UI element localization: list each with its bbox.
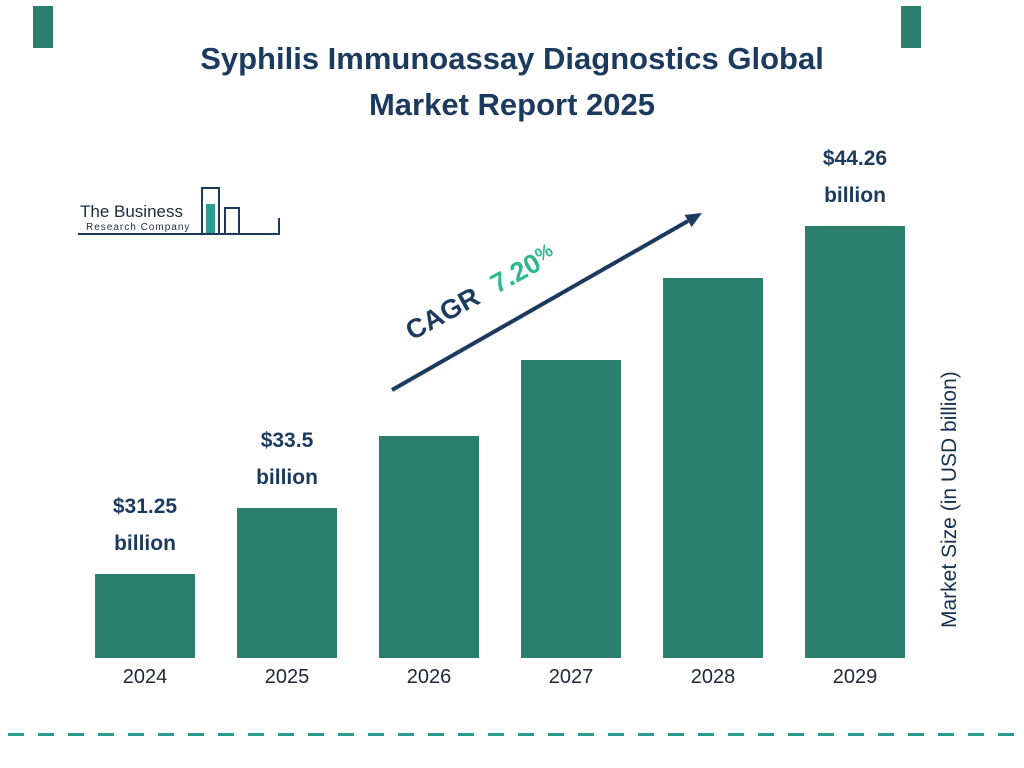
- bar-column-2024: $31.25 billion: [95, 140, 195, 658]
- bar-value-amount: $31.25: [112, 495, 178, 518]
- bar-2026: [379, 436, 479, 658]
- logo-bar-chart-icon: [78, 187, 280, 235]
- bar-chart: $31.25 billion $33.5 billion $44.26 bill…: [95, 140, 905, 658]
- page-title: Syphilis Immunoassay Diagnostics Global …: [0, 36, 1024, 128]
- bar-value-label-2029: $44.26 billion: [823, 140, 887, 214]
- bar-value-unit: billion: [256, 466, 318, 489]
- bar-value-unit: billion: [114, 532, 176, 555]
- bar-value-unit: billion: [824, 184, 886, 207]
- x-tick-2027: 2027: [548, 666, 594, 688]
- logo-text-line2: Research Company: [86, 222, 191, 233]
- bar-value-amount: $33.5: [260, 429, 314, 452]
- x-axis-labels: 2024 2025 2026 2027 2028 2029: [95, 666, 905, 689]
- logo-text-line1: The Business: [80, 202, 183, 221]
- bar-column-2028: [663, 140, 763, 658]
- bar-column-2025: $33.5 billion: [237, 140, 337, 658]
- x-tick-2028: 2028: [690, 666, 736, 688]
- bottom-dashed-divider: [8, 733, 1016, 736]
- page-title-line2: Market Report 2025: [368, 87, 655, 122]
- bar-value-amount: $44.26: [822, 147, 888, 170]
- bar-column-2029: $44.26 billion: [805, 140, 905, 658]
- bar-2025: [237, 508, 337, 658]
- page-title-line1: Syphilis Immunoassay Diagnostics Global: [200, 41, 824, 76]
- x-tick-2029: 2029: [832, 666, 878, 688]
- bar-2027: [521, 360, 621, 658]
- x-tick-2026: 2026: [406, 666, 452, 688]
- y-axis-label: Market Size (in USD billion): [938, 371, 961, 629]
- bar-column-2027: [521, 140, 621, 658]
- bar-value-label-2025: $33.5 billion: [256, 422, 318, 496]
- bar-2029: [805, 226, 905, 658]
- bar-2028: [663, 278, 763, 658]
- bar-column-2026: [379, 140, 479, 658]
- bar-value-label-2024: $31.25 billion: [113, 488, 177, 562]
- x-tick-2025: 2025: [264, 666, 310, 688]
- company-logo: The Business Research Company: [72, 180, 287, 246]
- corner-accent-right: [901, 6, 921, 48]
- x-tick-2024: 2024: [122, 666, 168, 688]
- bar-2024: [95, 574, 195, 658]
- corner-accent-left: [33, 6, 53, 48]
